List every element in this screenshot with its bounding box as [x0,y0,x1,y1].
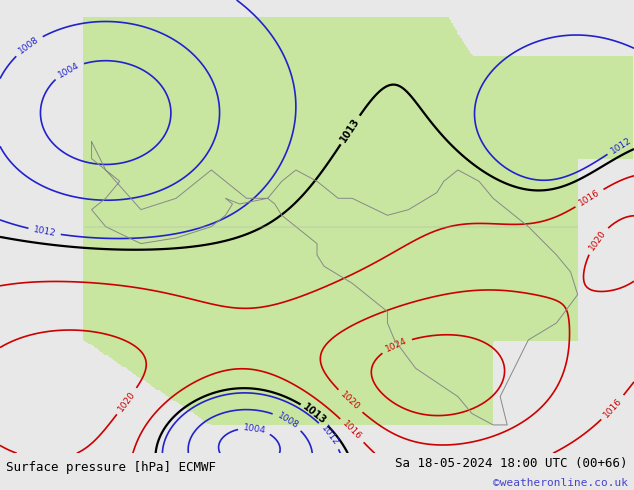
Text: 1016: 1016 [578,188,602,208]
Text: 1016: 1016 [602,396,624,419]
Text: 1016: 1016 [341,419,363,442]
Text: 1020: 1020 [117,390,137,413]
Text: 1012: 1012 [320,423,340,447]
Text: 1013: 1013 [339,116,362,144]
Text: 1013: 1013 [301,402,328,426]
Text: 1004: 1004 [242,423,266,435]
Text: Surface pressure [hPa] ECMWF: Surface pressure [hPa] ECMWF [6,462,216,474]
Text: 1020: 1020 [339,390,361,413]
Text: 1012: 1012 [32,225,56,238]
Text: Sa 18-05-2024 18:00 UTC (00+66): Sa 18-05-2024 18:00 UTC (00+66) [395,457,628,470]
Text: ©weatheronline.co.uk: ©weatheronline.co.uk [493,478,628,489]
Text: 1008: 1008 [275,411,300,431]
Text: 1024: 1024 [384,336,409,354]
Text: 1020: 1020 [587,228,607,252]
Text: 1004: 1004 [56,60,81,79]
Text: 1008: 1008 [16,35,41,56]
Text: 1012: 1012 [609,135,633,155]
